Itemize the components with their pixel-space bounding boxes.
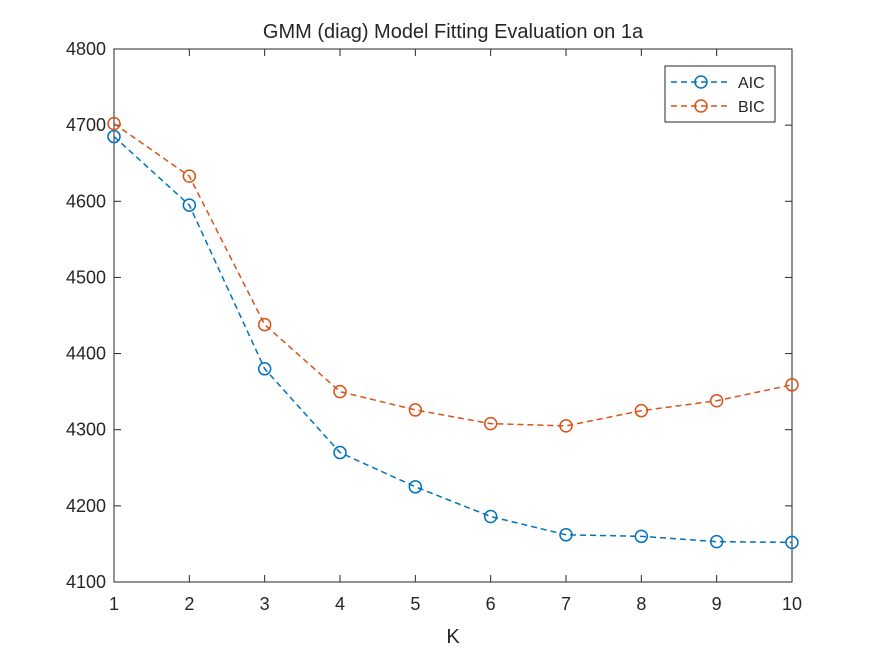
aic-legend-marker [694,75,708,89]
x-tick-label: 8 [636,594,646,614]
bic-data-point [182,169,197,183]
bic-data-point [333,384,347,399]
aic-data-point [333,445,347,460]
x-tick-label: 2 [184,594,194,614]
aic-data-point [483,509,498,524]
x-axis: 1 2 3 4 5 6 7 8 9 10 [109,49,802,614]
bic-data-point [408,403,423,417]
bic-data-point [785,378,799,392]
y-tick-label: 4600 [66,191,106,211]
y-tick-label: 4200 [66,496,106,516]
bic-legend-label: BIC [738,99,765,116]
x-tick-label: 6 [486,594,496,614]
x-tick-label: 1 [109,594,119,614]
chart-title: GMM (diag) Model Fitting Evaluation on 1… [263,21,644,43]
aic-data-point [709,534,724,549]
x-tick-label: 7 [561,594,571,614]
bic-data-point [634,403,649,418]
bic-series-line [113,123,793,427]
y-tick-label: 4300 [66,420,106,440]
legend-box [664,65,776,123]
bic-data-point [709,394,724,408]
aic-data-point [634,529,649,544]
y-tick-label: 4500 [66,267,106,287]
x-axis-label: K [446,626,460,648]
x-tick-label: 3 [260,594,270,614]
x-tick-label: 9 [712,594,722,614]
aic-series-line [113,136,793,544]
plot-area [113,48,793,583]
y-tick-label: 4100 [66,572,106,592]
y-axis: 4100 4200 4300 4400 4500 4600 4700 4800 [66,39,792,592]
bic-data-point [107,116,121,131]
bic-legend-marker [694,99,708,113]
aic-data-point [257,362,272,376]
aic-data-point [408,480,423,494]
bic-data-point [559,419,573,433]
aic-legend-label: AIC [738,75,765,92]
legend: AIC BIC [664,65,776,123]
aic-data-point [107,129,121,144]
bic-data-point [257,317,272,332]
y-tick-label: 4700 [66,115,106,135]
series-layer [107,116,799,550]
bic-data-point [483,416,498,431]
x-tick-label: 4 [335,594,345,614]
y-tick-label: 4800 [66,39,106,59]
aic-data-point [785,535,799,550]
aic-data-point [182,198,197,212]
aic-data-point [559,528,573,542]
y-tick-label: 4400 [66,344,106,364]
x-tick-label: 5 [410,594,420,614]
x-tick-label: 10 [782,594,802,614]
